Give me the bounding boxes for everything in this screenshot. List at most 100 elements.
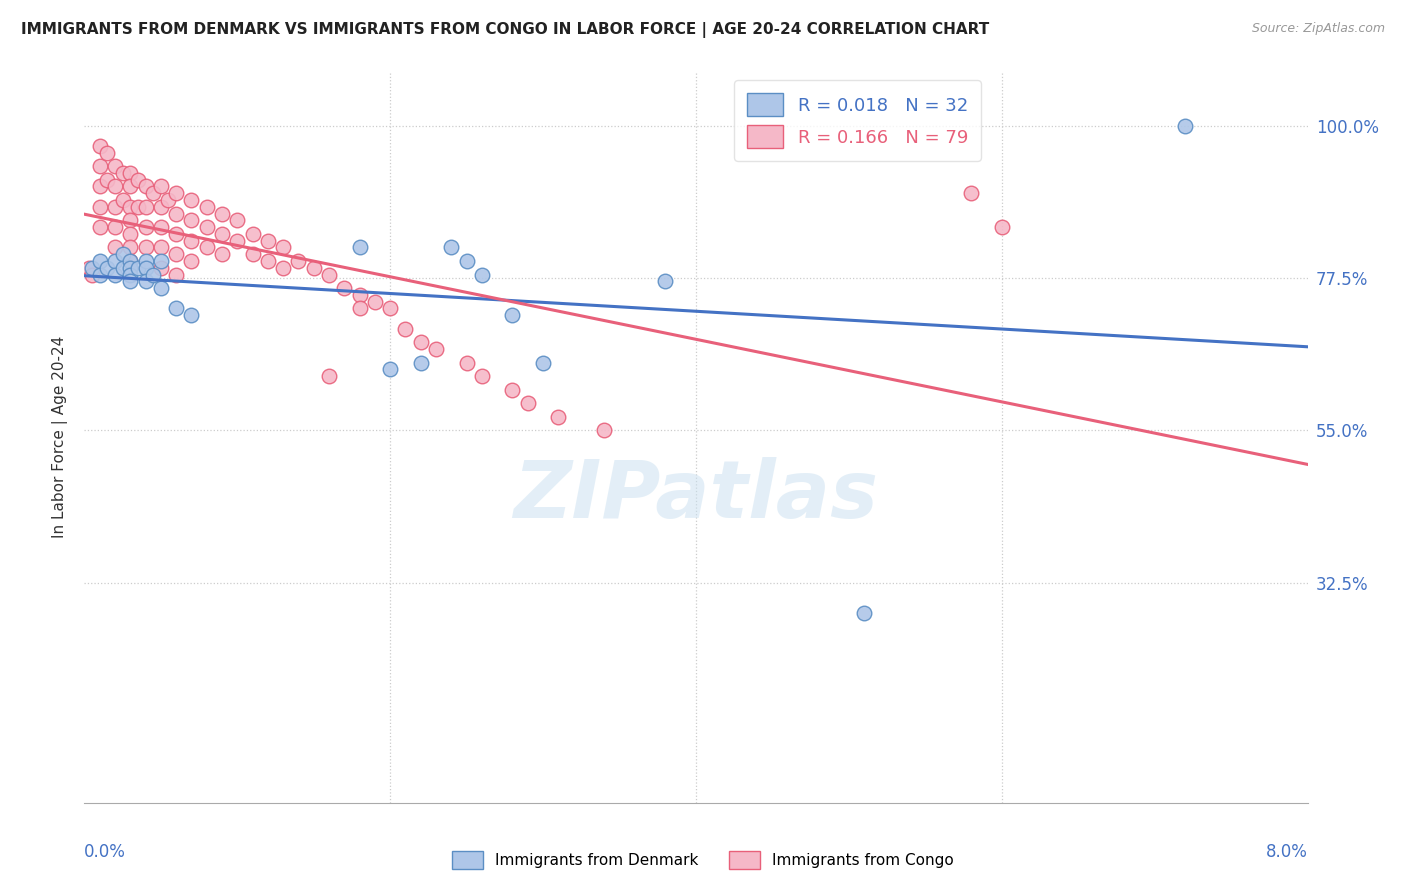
Point <box>127 260 149 275</box>
Point <box>104 220 127 235</box>
Point <box>349 301 371 316</box>
Point <box>165 227 187 241</box>
Point <box>135 240 157 254</box>
Point <box>211 247 233 261</box>
Point <box>96 172 118 186</box>
Point <box>195 200 218 214</box>
Point <box>180 254 202 268</box>
Point <box>149 281 172 295</box>
Point <box>127 200 149 214</box>
Point <box>380 301 402 316</box>
Point <box>318 369 340 384</box>
Point <box>111 193 134 207</box>
Point <box>502 308 524 322</box>
Point <box>165 268 187 282</box>
Point <box>180 308 202 322</box>
Point <box>80 268 103 282</box>
Point <box>120 213 142 227</box>
Point <box>318 268 340 282</box>
Point <box>104 179 127 194</box>
Point <box>364 294 387 309</box>
Point <box>149 200 172 214</box>
Point <box>165 206 187 220</box>
Point <box>111 166 134 180</box>
Text: IMMIGRANTS FROM DENMARK VS IMMIGRANTS FROM CONGO IN LABOR FORCE | AGE 20-24 CORR: IMMIGRANTS FROM DENMARK VS IMMIGRANTS FR… <box>21 22 990 38</box>
Point <box>120 260 142 275</box>
Point <box>180 213 202 227</box>
Point <box>120 227 142 241</box>
Text: 0.0%: 0.0% <box>84 843 127 861</box>
Point <box>89 139 111 153</box>
Point <box>226 213 249 227</box>
Point <box>456 254 478 268</box>
Point <box>257 234 280 248</box>
Point <box>440 240 463 254</box>
Point <box>104 268 127 282</box>
Point <box>142 268 165 282</box>
Point <box>135 220 157 235</box>
Point <box>111 247 134 261</box>
Point <box>120 254 142 268</box>
Point <box>302 260 325 275</box>
Point <box>456 355 478 369</box>
Point <box>135 260 157 275</box>
Point <box>120 274 142 288</box>
Point <box>349 240 371 254</box>
Point <box>149 240 172 254</box>
Point <box>80 260 103 275</box>
Point <box>271 240 294 254</box>
Legend: R = 0.018   N = 32, R = 0.166   N = 79: R = 0.018 N = 32, R = 0.166 N = 79 <box>734 80 980 161</box>
Point <box>380 362 402 376</box>
Point <box>120 166 142 180</box>
Point <box>89 179 111 194</box>
Point <box>89 268 111 282</box>
Point <box>127 172 149 186</box>
Point <box>135 179 157 194</box>
Point <box>471 369 494 384</box>
Point <box>120 200 142 214</box>
Point <box>89 200 111 214</box>
Point <box>960 186 983 201</box>
Text: Source: ZipAtlas.com: Source: ZipAtlas.com <box>1251 22 1385 36</box>
Point <box>142 186 165 201</box>
Point <box>96 260 118 275</box>
Point <box>547 409 569 424</box>
Point <box>502 383 524 397</box>
Point <box>104 200 127 214</box>
Point <box>991 220 1014 235</box>
Point <box>149 220 172 235</box>
Point <box>287 254 309 268</box>
Point <box>195 220 218 235</box>
Point <box>89 220 111 235</box>
Point <box>242 247 264 261</box>
Point <box>96 145 118 160</box>
Point <box>135 200 157 214</box>
Point <box>120 254 142 268</box>
Point <box>211 227 233 241</box>
Point <box>425 342 447 356</box>
Text: ZIPatlas: ZIPatlas <box>513 457 879 534</box>
Point <box>654 274 676 288</box>
Point <box>77 260 100 275</box>
Point <box>394 322 416 336</box>
Point <box>516 396 538 410</box>
Point <box>149 254 172 268</box>
Point <box>135 254 157 268</box>
Legend: Immigrants from Denmark, Immigrants from Congo: Immigrants from Denmark, Immigrants from… <box>446 845 960 875</box>
Point <box>257 254 280 268</box>
Point <box>180 193 202 207</box>
Point <box>149 260 172 275</box>
Point <box>593 423 616 437</box>
Point <box>104 159 127 173</box>
Point <box>149 179 172 194</box>
Point <box>333 281 356 295</box>
Point <box>165 247 187 261</box>
Point <box>1174 119 1197 133</box>
Point <box>120 240 142 254</box>
Point <box>157 193 180 207</box>
Point <box>89 254 111 268</box>
Point <box>349 288 371 302</box>
Point <box>89 159 111 173</box>
Point <box>531 355 554 369</box>
Point <box>104 254 127 268</box>
